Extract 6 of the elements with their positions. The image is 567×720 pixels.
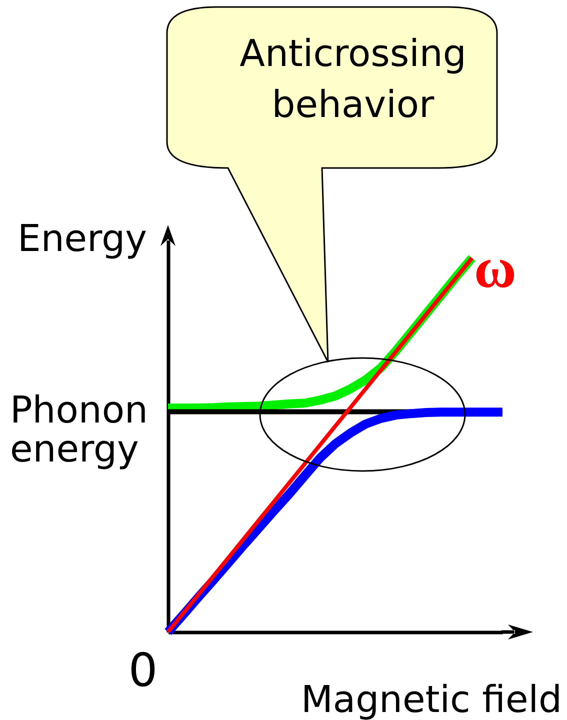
text: Anticrossing behavior — [240, 32, 466, 126]
y-axis-title: Energy — [17, 217, 147, 260]
series-label: ω — [474, 235, 516, 300]
x-axis-title: Magnetic field — [300, 678, 562, 720]
ref-line-label: Phonon energy — [10, 388, 148, 471]
text: 0 — [128, 643, 158, 697]
